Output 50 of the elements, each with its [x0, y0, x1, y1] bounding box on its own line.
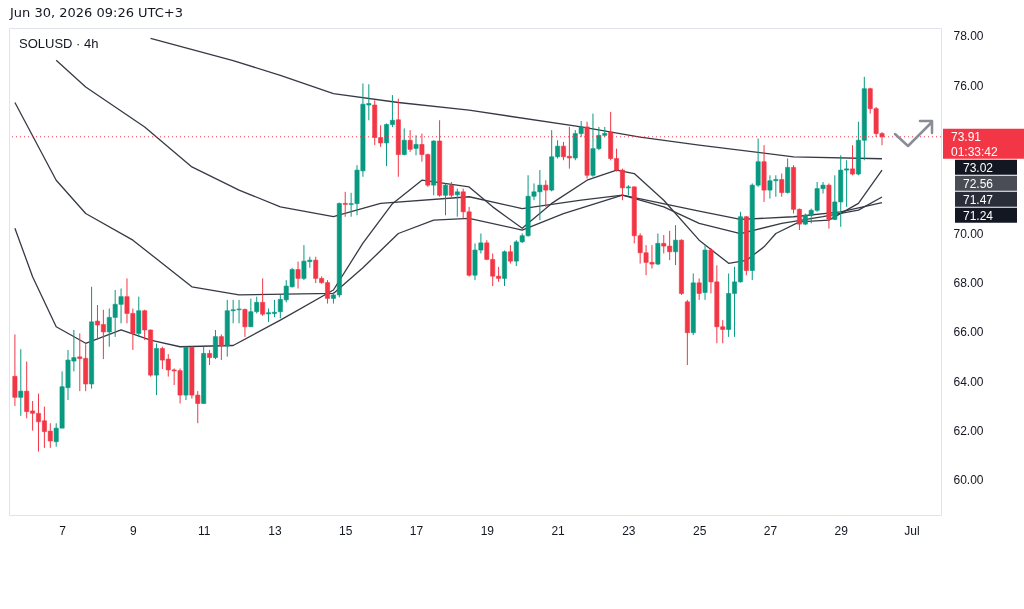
- line-series: [149, 37, 883, 160]
- text: 01:33:42: [951, 144, 999, 159]
- x-tick-label: 15: [339, 523, 353, 538]
- x-tick-label: Jul: [904, 523, 920, 538]
- candlestick: [507, 244, 513, 265]
- text: SOLUSD · 4h: [19, 36, 99, 51]
- y-tick-label: 68.00: [953, 276, 984, 291]
- y-tick-label: 64.00: [953, 374, 984, 389]
- candlestick: [696, 277, 702, 301]
- text: 71.47: [963, 192, 994, 207]
- x-tick-label: 27: [763, 523, 778, 538]
- candlestick: [18, 348, 24, 417]
- candlestick: [242, 308, 248, 338]
- y-tick-label: 78.00: [953, 29, 984, 44]
- text: 71.24: [963, 208, 994, 223]
- y-tick-label: 76.00: [953, 78, 984, 93]
- candlestick: [655, 233, 661, 266]
- candlestick: [218, 333, 224, 361]
- x-tick-label: 17: [409, 523, 424, 538]
- candlestick: [673, 224, 678, 266]
- x-tick-label: 9: [130, 523, 138, 538]
- candlestick: [401, 127, 407, 156]
- x-tick-label: 29: [834, 523, 849, 538]
- x-tick-label: 11: [197, 523, 211, 538]
- x-tick-label: 25: [692, 523, 707, 538]
- x-tick-label: 21: [551, 523, 566, 538]
- y-tick-label: 70.00: [953, 226, 984, 241]
- y-tick-label: 60.00: [953, 473, 984, 488]
- y-tick-label: 62.00: [953, 424, 984, 439]
- candlestick: [454, 188, 460, 218]
- candlestick: [295, 261, 301, 290]
- candlestick: [850, 144, 855, 176]
- candlestick: [443, 182, 448, 216]
- x-tick-label: 23: [622, 523, 636, 538]
- candlestick: [413, 134, 419, 156]
- text: 72.56: [963, 176, 994, 191]
- candlestick: [12, 333, 18, 407]
- y-tick-label: 66.00: [953, 325, 984, 340]
- text: 73.02: [963, 160, 994, 175]
- x-tick-label: 19: [480, 523, 495, 538]
- text: Jun 30, 2026 09:26 UTC+3: [10, 5, 183, 20]
- x-tick-label: 13: [268, 523, 282, 538]
- candlestick: [213, 329, 218, 360]
- x-tick-label: 7: [59, 523, 67, 538]
- candlestick: [342, 191, 348, 218]
- candlestick: [543, 179, 549, 208]
- candlestick: [779, 173, 785, 198]
- candlestick: [136, 296, 142, 338]
- ref-line-label: 73.91: [951, 129, 982, 144]
- candlestick: [260, 277, 266, 317]
